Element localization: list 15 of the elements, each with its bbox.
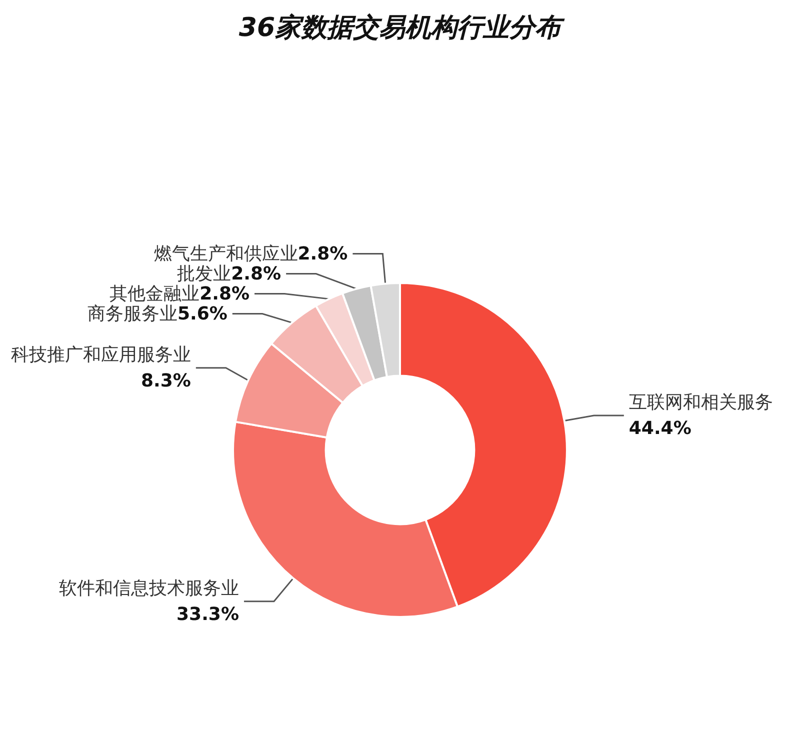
slice-label: 燃气生产和供应业	[154, 243, 298, 264]
data-label: 2.8%	[200, 283, 250, 304]
slice-label: 互联网和相关服务	[628, 392, 773, 414]
slice-label: 其他金融业	[110, 283, 200, 304]
slice-label: 商务服务业	[87, 303, 178, 324]
slice-label: 批发业	[177, 263, 232, 284]
data-label: 33.3%	[176, 604, 239, 625]
data-label: 2.8%	[298, 243, 348, 264]
data-label: 2.8%	[231, 263, 282, 284]
chart-title: 36家数据交易机构行业分布	[238, 13, 566, 43]
data-label: 44.4%	[628, 418, 692, 440]
slice-label: 科技推广和应用服务业	[10, 344, 191, 366]
data-label: 8.3%	[140, 370, 191, 392]
slice-label: 软件和信息技术服务业	[58, 578, 239, 599]
data-label: 5.6%	[177, 303, 228, 324]
